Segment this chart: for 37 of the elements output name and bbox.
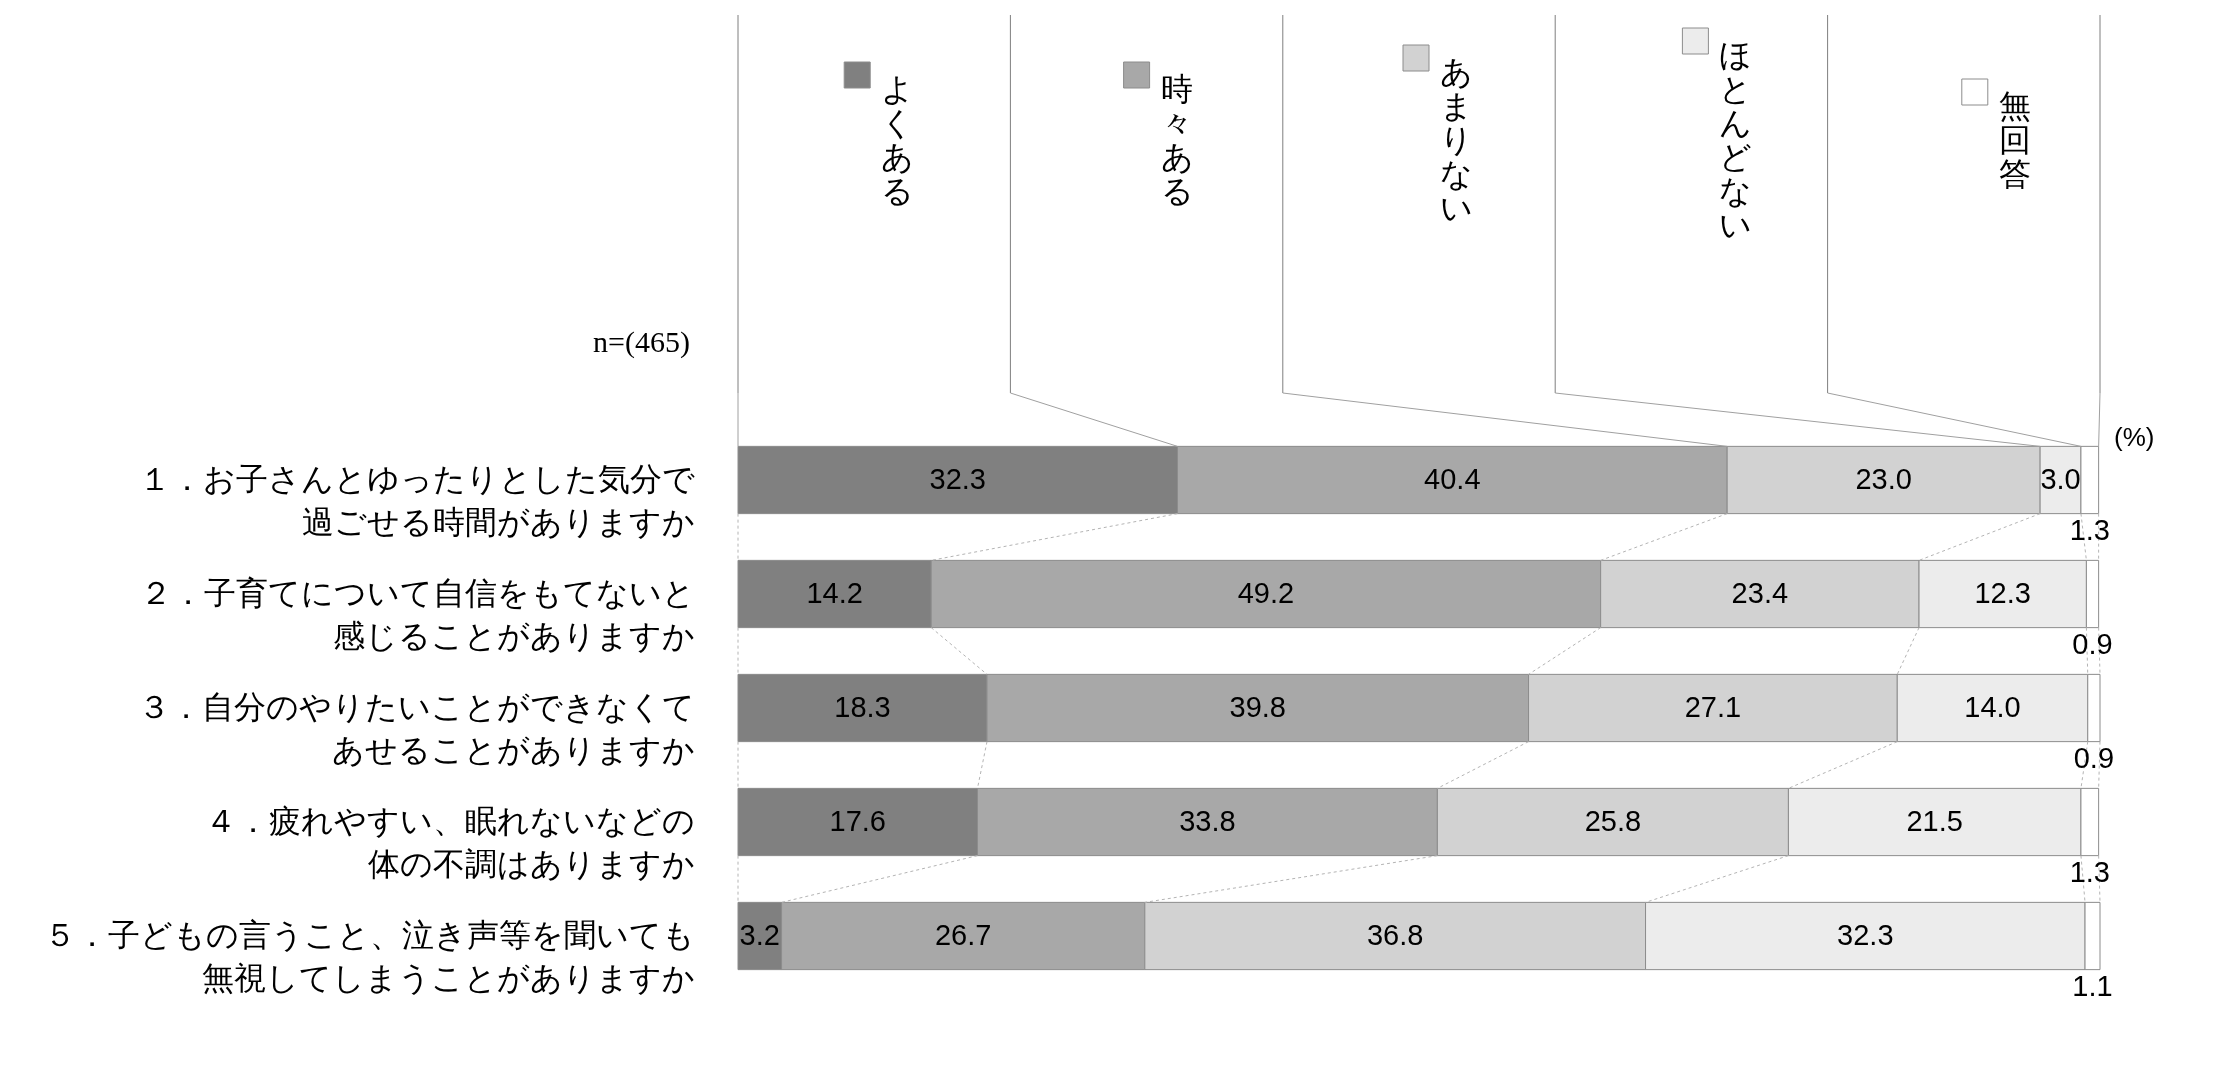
data-label: 14.2 xyxy=(806,577,863,609)
legend-label: 無回答 xyxy=(1998,88,2031,192)
x-axis-title: (%) xyxy=(2114,422,2155,453)
data-label: 1.1 xyxy=(2072,969,2113,1002)
legend-label: あまりない xyxy=(1440,54,1473,226)
data-label: 18.3 xyxy=(834,691,891,723)
data-label: 14.0 xyxy=(1964,691,2021,723)
y-tick-label: ３．自分のやりたいことができなくてあせることがありますか xyxy=(137,689,695,768)
data-label: 32.3 xyxy=(929,463,986,495)
legend-label: ほとんどない xyxy=(1719,37,1753,243)
legend-label: よくある xyxy=(881,71,915,209)
data-label: 17.6 xyxy=(829,805,886,837)
data-label: 40.4 xyxy=(1424,463,1481,495)
data-label: 36.8 xyxy=(1366,919,1424,951)
text: n=(465) xyxy=(593,325,690,359)
data-label: 26.7 xyxy=(934,919,992,951)
data-label: 12.3 xyxy=(1974,577,2031,609)
data-label: 49.2 xyxy=(1237,577,1295,609)
y-tick-label: ５．子どもの言うこと、泣き声等を聞いても無視してしまうことがありますか xyxy=(43,917,695,996)
data-label: 33.8 xyxy=(1179,805,1236,837)
y-tick-label: １．お子さんとゆったりとした気分で過ごせる時間がありますか xyxy=(138,461,695,540)
data-label: 25.8 xyxy=(1584,805,1642,837)
y-tick-label: ２．子育てについて自信をもてないと感じることがありますか xyxy=(139,575,695,654)
data-label: 39.8 xyxy=(1229,691,1286,723)
data-label: 21.5 xyxy=(1906,805,1963,837)
y-tick-label: ４．疲れやすい、眠れないなどの体の不調はありますか xyxy=(204,803,695,882)
legend-label: 時々ある xyxy=(1160,71,1194,209)
data-label: 1.3 xyxy=(2069,855,2110,888)
data-label: 1.3 xyxy=(2069,513,2110,546)
data-label: 0.9 xyxy=(2073,741,2115,774)
data-label: 0.9 xyxy=(2072,627,2113,660)
data-label: 32.3 xyxy=(1837,919,1894,951)
data-label: 23.4 xyxy=(1731,577,1789,609)
data-label: 23.0 xyxy=(1855,463,1912,495)
data-label: 27.1 xyxy=(1684,691,1742,723)
data-label: 3.0 xyxy=(2040,463,2081,495)
data-label: 3.2 xyxy=(739,919,780,951)
